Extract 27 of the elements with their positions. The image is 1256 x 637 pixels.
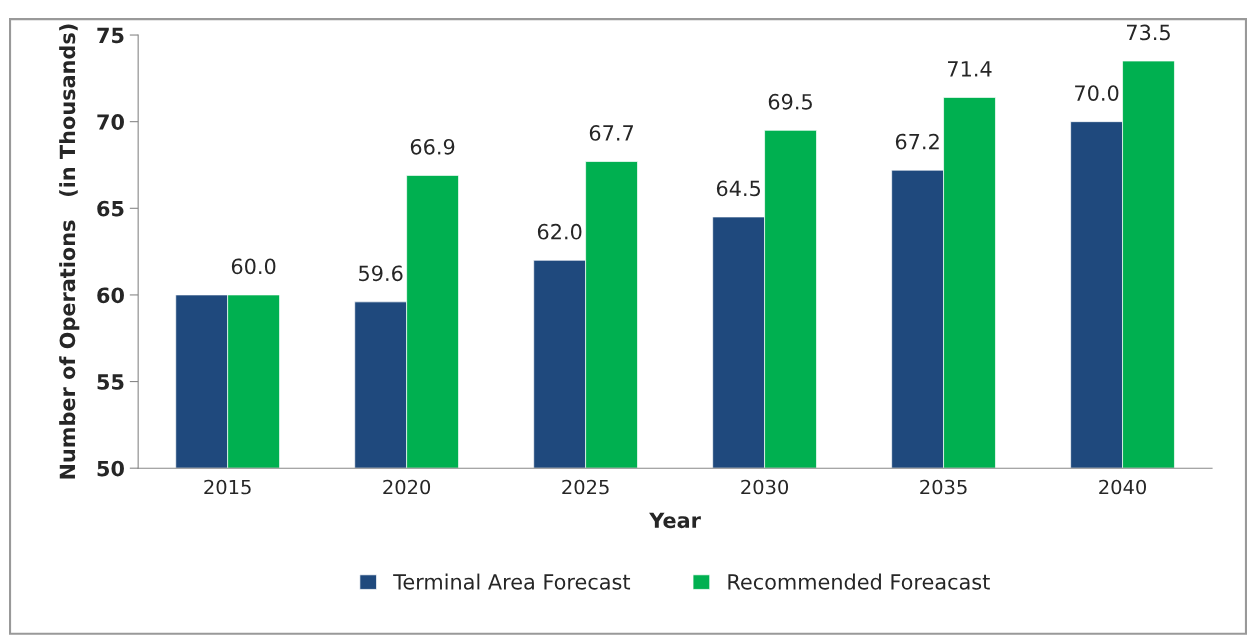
y-tick-label: 70 bbox=[97, 114, 124, 130]
x-tick-label: 2025 bbox=[562, 479, 609, 495]
data-label: 66.9 bbox=[410, 138, 455, 155]
x-tick-label: 2035 bbox=[920, 479, 967, 495]
y-axis-title: Number of Operations (in Thousands) bbox=[59, 24, 80, 479]
x-tick-label: 2030 bbox=[741, 479, 789, 495]
x-tick-label: 2020 bbox=[383, 479, 431, 495]
data-label: 69.5 bbox=[768, 93, 812, 110]
data-label: 59.6 bbox=[359, 265, 403, 282]
data-label: 64.5 bbox=[716, 180, 761, 197]
y-tick-label: 60 bbox=[97, 287, 124, 304]
data-label: 71.4 bbox=[948, 61, 992, 77]
data-label: 67.2 bbox=[895, 133, 939, 150]
data-label: 62.0 bbox=[537, 223, 582, 240]
data-label: 70.0 bbox=[1075, 85, 1119, 101]
y-tick-label: 75 bbox=[97, 27, 124, 44]
y-tick-label: 55 bbox=[97, 374, 124, 390]
legend-label: Recommended Foreacast bbox=[728, 573, 990, 590]
legend-label: Terminal Area Forecast bbox=[393, 573, 631, 590]
x-tick-label: 2015 bbox=[204, 479, 251, 495]
data-label: 73.5 bbox=[1127, 24, 1170, 41]
data-label: 60.0 bbox=[231, 258, 276, 275]
y-tick-label: 65 bbox=[97, 200, 124, 217]
x-axis-title: Year bbox=[649, 512, 701, 529]
x-tick-label: 2040 bbox=[1099, 479, 1146, 495]
data-label: 67.7 bbox=[589, 125, 633, 141]
y-tick-label: 50 bbox=[97, 460, 124, 477]
